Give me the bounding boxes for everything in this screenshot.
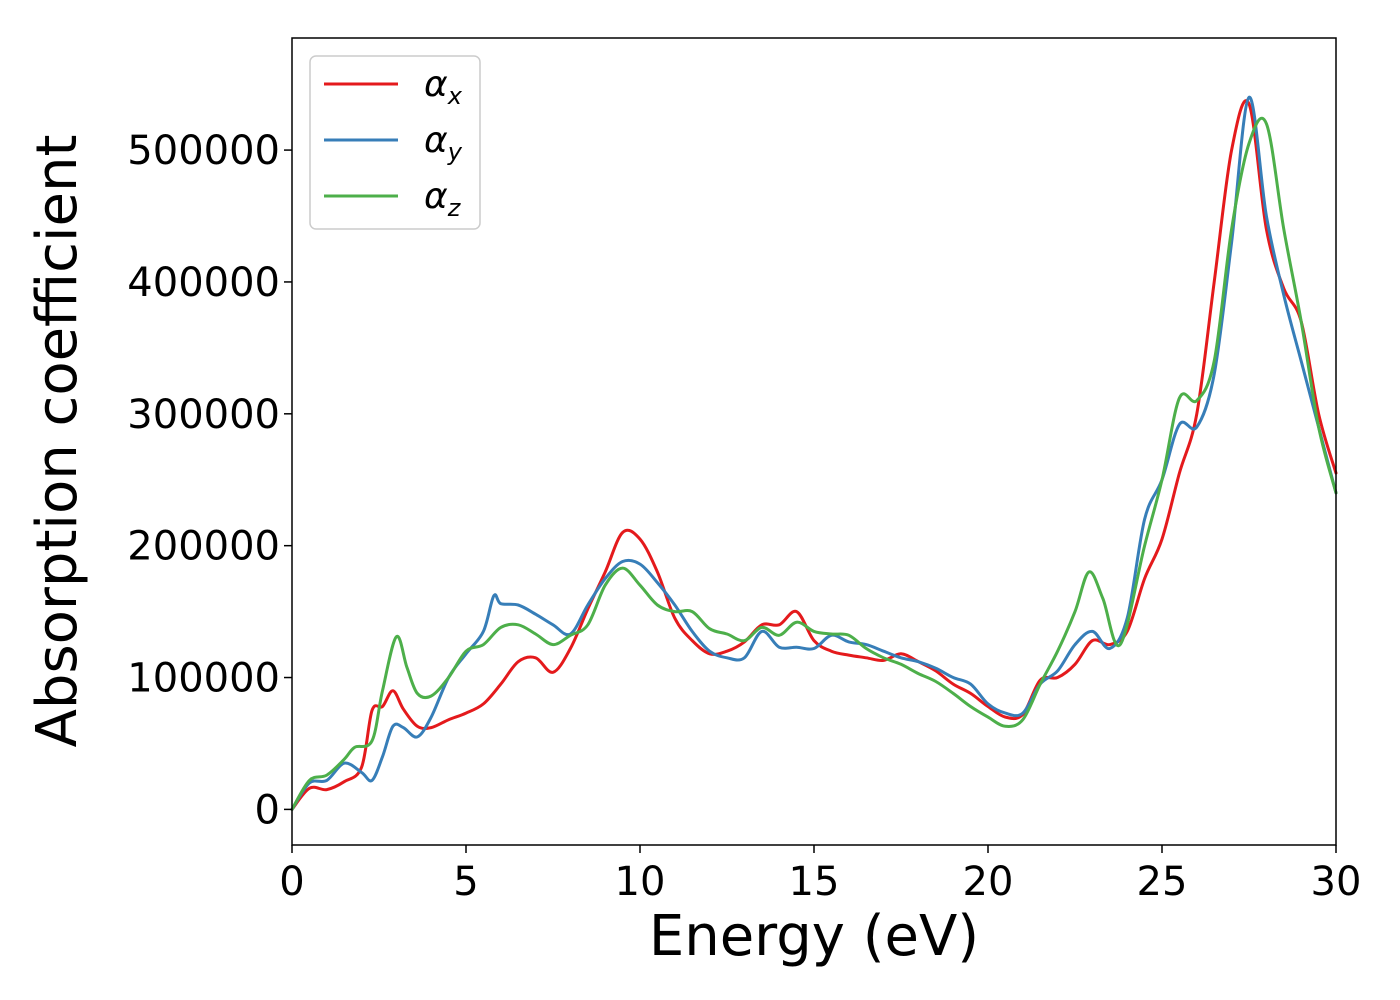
legend-label-x: αx xyxy=(424,64,463,110)
x-tick-label: 25 xyxy=(1137,859,1188,905)
x-axis: 0 5 10 15 20 25 30 xyxy=(279,845,1361,905)
y-tick-label: 300000 xyxy=(127,392,280,438)
y-axis: 0 100000 200000 300000 400000 500000 xyxy=(127,128,292,833)
legend-box xyxy=(309,55,481,230)
x-tick-label: 5 xyxy=(453,859,478,905)
x-tick-label: 10 xyxy=(615,859,666,905)
y-axis-title: Absorption coefficient xyxy=(25,135,90,748)
y-tick-label: 100000 xyxy=(127,656,280,702)
y-tick-label: 500000 xyxy=(127,128,280,174)
x-tick-label: 15 xyxy=(789,859,840,905)
y-tick-label: 200000 xyxy=(127,524,280,570)
x-tick-label: 30 xyxy=(1311,859,1362,905)
legend: αx αy αz xyxy=(309,55,481,230)
y-tick-label: 400000 xyxy=(127,260,280,306)
series-line-x xyxy=(290,99,1338,811)
y-tick-label: 0 xyxy=(255,787,280,833)
x-tick-label: 0 xyxy=(279,859,304,905)
series-line-z xyxy=(290,116,1338,811)
x-tick-label: 20 xyxy=(963,859,1014,905)
legend-label-y: αy xyxy=(424,120,463,166)
series-layer xyxy=(290,95,1338,811)
x-axis-title: Energy (eV) xyxy=(649,904,979,969)
legend-label-z: αz xyxy=(424,176,462,222)
